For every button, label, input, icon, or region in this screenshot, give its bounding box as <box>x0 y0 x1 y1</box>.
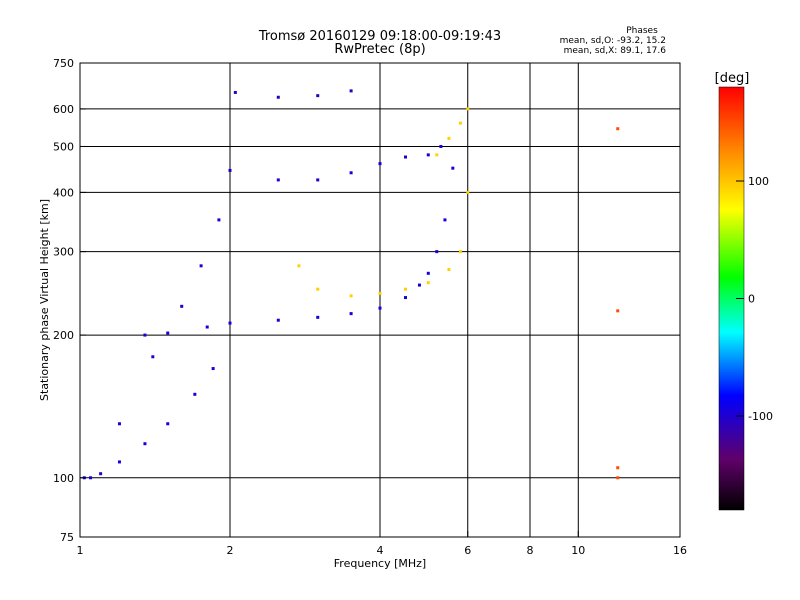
x-tick-label: 16 <box>673 544 687 557</box>
trace-point <box>316 94 320 98</box>
trace-point <box>426 281 430 285</box>
y-tick-label: 300 <box>53 246 74 259</box>
y-tick-label: 750 <box>53 57 74 70</box>
trace-point <box>349 89 353 93</box>
trace-point <box>447 136 451 140</box>
colorbar-tick-label: 100 <box>748 175 769 188</box>
trace-point <box>143 333 147 337</box>
trace-point <box>417 283 421 287</box>
y-axis: 75 100 200 300 400 500 600 750 <box>53 57 86 544</box>
y-tick-label: 500 <box>53 140 74 153</box>
trace-point <box>435 153 439 157</box>
y-tick-label: 100 <box>53 472 74 485</box>
trace-point <box>458 121 462 125</box>
stats-heading: Phases <box>626 26 658 36</box>
trace-point <box>151 355 155 359</box>
trace-point <box>89 476 93 480</box>
trace-point <box>297 264 301 268</box>
trace-point <box>447 268 451 272</box>
trace-point <box>228 168 232 172</box>
trace-point <box>466 190 470 194</box>
trace-point <box>403 296 407 300</box>
trace-point <box>349 312 353 316</box>
x-tick-label: 1 <box>77 544 84 557</box>
trace-point <box>99 472 103 476</box>
trace-point <box>378 306 382 310</box>
trace-point <box>378 291 382 295</box>
chart-title: Tromsø 20160129 09:18:00-09:19:43 <box>258 29 501 44</box>
trace-point <box>466 107 470 111</box>
trace-point <box>403 287 407 291</box>
trace-point <box>117 422 121 426</box>
x-tick-label: 4 <box>377 544 384 557</box>
x-axis-label: Frequency [MHz] <box>334 557 426 570</box>
grid-lines <box>80 63 680 537</box>
stats-o-line: mean, sd,O: -93.2, 15.2 <box>560 36 666 46</box>
chart-subtitle: RwPretec (8p) <box>334 42 425 57</box>
x-axis: 1 2 4 6 8 10 16 <box>77 531 687 557</box>
trace-point <box>217 218 221 222</box>
trace-point <box>426 271 430 275</box>
colorbar: [deg] 100 0 -100 <box>715 71 773 511</box>
trace-point <box>276 178 280 182</box>
trace-point <box>228 321 232 325</box>
trace-point <box>349 171 353 175</box>
y-tick-label: 75 <box>60 531 74 544</box>
y-axis-label: Stationary phase Virtual Height [km] <box>38 199 51 401</box>
trace-point <box>180 304 184 308</box>
trace-point <box>616 466 620 470</box>
trace-point <box>316 315 320 319</box>
trace-point <box>117 460 121 464</box>
y-tick-label: 600 <box>53 103 74 116</box>
trace-point <box>435 250 439 254</box>
trace-point <box>143 442 147 446</box>
trace-point <box>616 309 620 313</box>
y-tick-label: 400 <box>53 186 74 199</box>
trace-point <box>199 264 203 268</box>
trace-point <box>349 294 353 298</box>
y-tick-label: 200 <box>53 329 74 342</box>
trace-point <box>616 476 620 480</box>
trace-point <box>458 250 462 254</box>
colorbar-gradient <box>718 86 745 511</box>
trace-point <box>276 95 280 99</box>
x-tick-label: 10 <box>571 544 585 557</box>
colorbar-tick-label: -100 <box>748 410 773 423</box>
trace-point <box>276 318 280 322</box>
trace-point <box>451 166 455 170</box>
trace-point <box>426 153 430 157</box>
colorbar-tick-label: 0 <box>748 293 755 306</box>
trace-point <box>316 178 320 182</box>
x-tick-label: 2 <box>227 544 234 557</box>
trace-point <box>166 422 170 426</box>
trace-point <box>439 144 443 148</box>
trace-point <box>316 287 320 291</box>
trace-point <box>233 90 237 94</box>
trace-point <box>403 155 407 159</box>
trace-point <box>205 325 209 329</box>
data-points <box>82 89 620 480</box>
trace-point <box>378 162 382 166</box>
trace-point <box>166 331 170 335</box>
trace-point <box>193 392 197 396</box>
stats-x-line: mean, sd,X: 89.1, 17.6 <box>564 46 667 56</box>
trace-point <box>211 367 215 371</box>
colorbar-label: [deg] <box>715 71 750 86</box>
trace-point <box>443 218 447 222</box>
x-tick-label: 6 <box>464 544 471 557</box>
trace-point <box>616 127 620 131</box>
x-tick-label: 8 <box>527 544 534 557</box>
